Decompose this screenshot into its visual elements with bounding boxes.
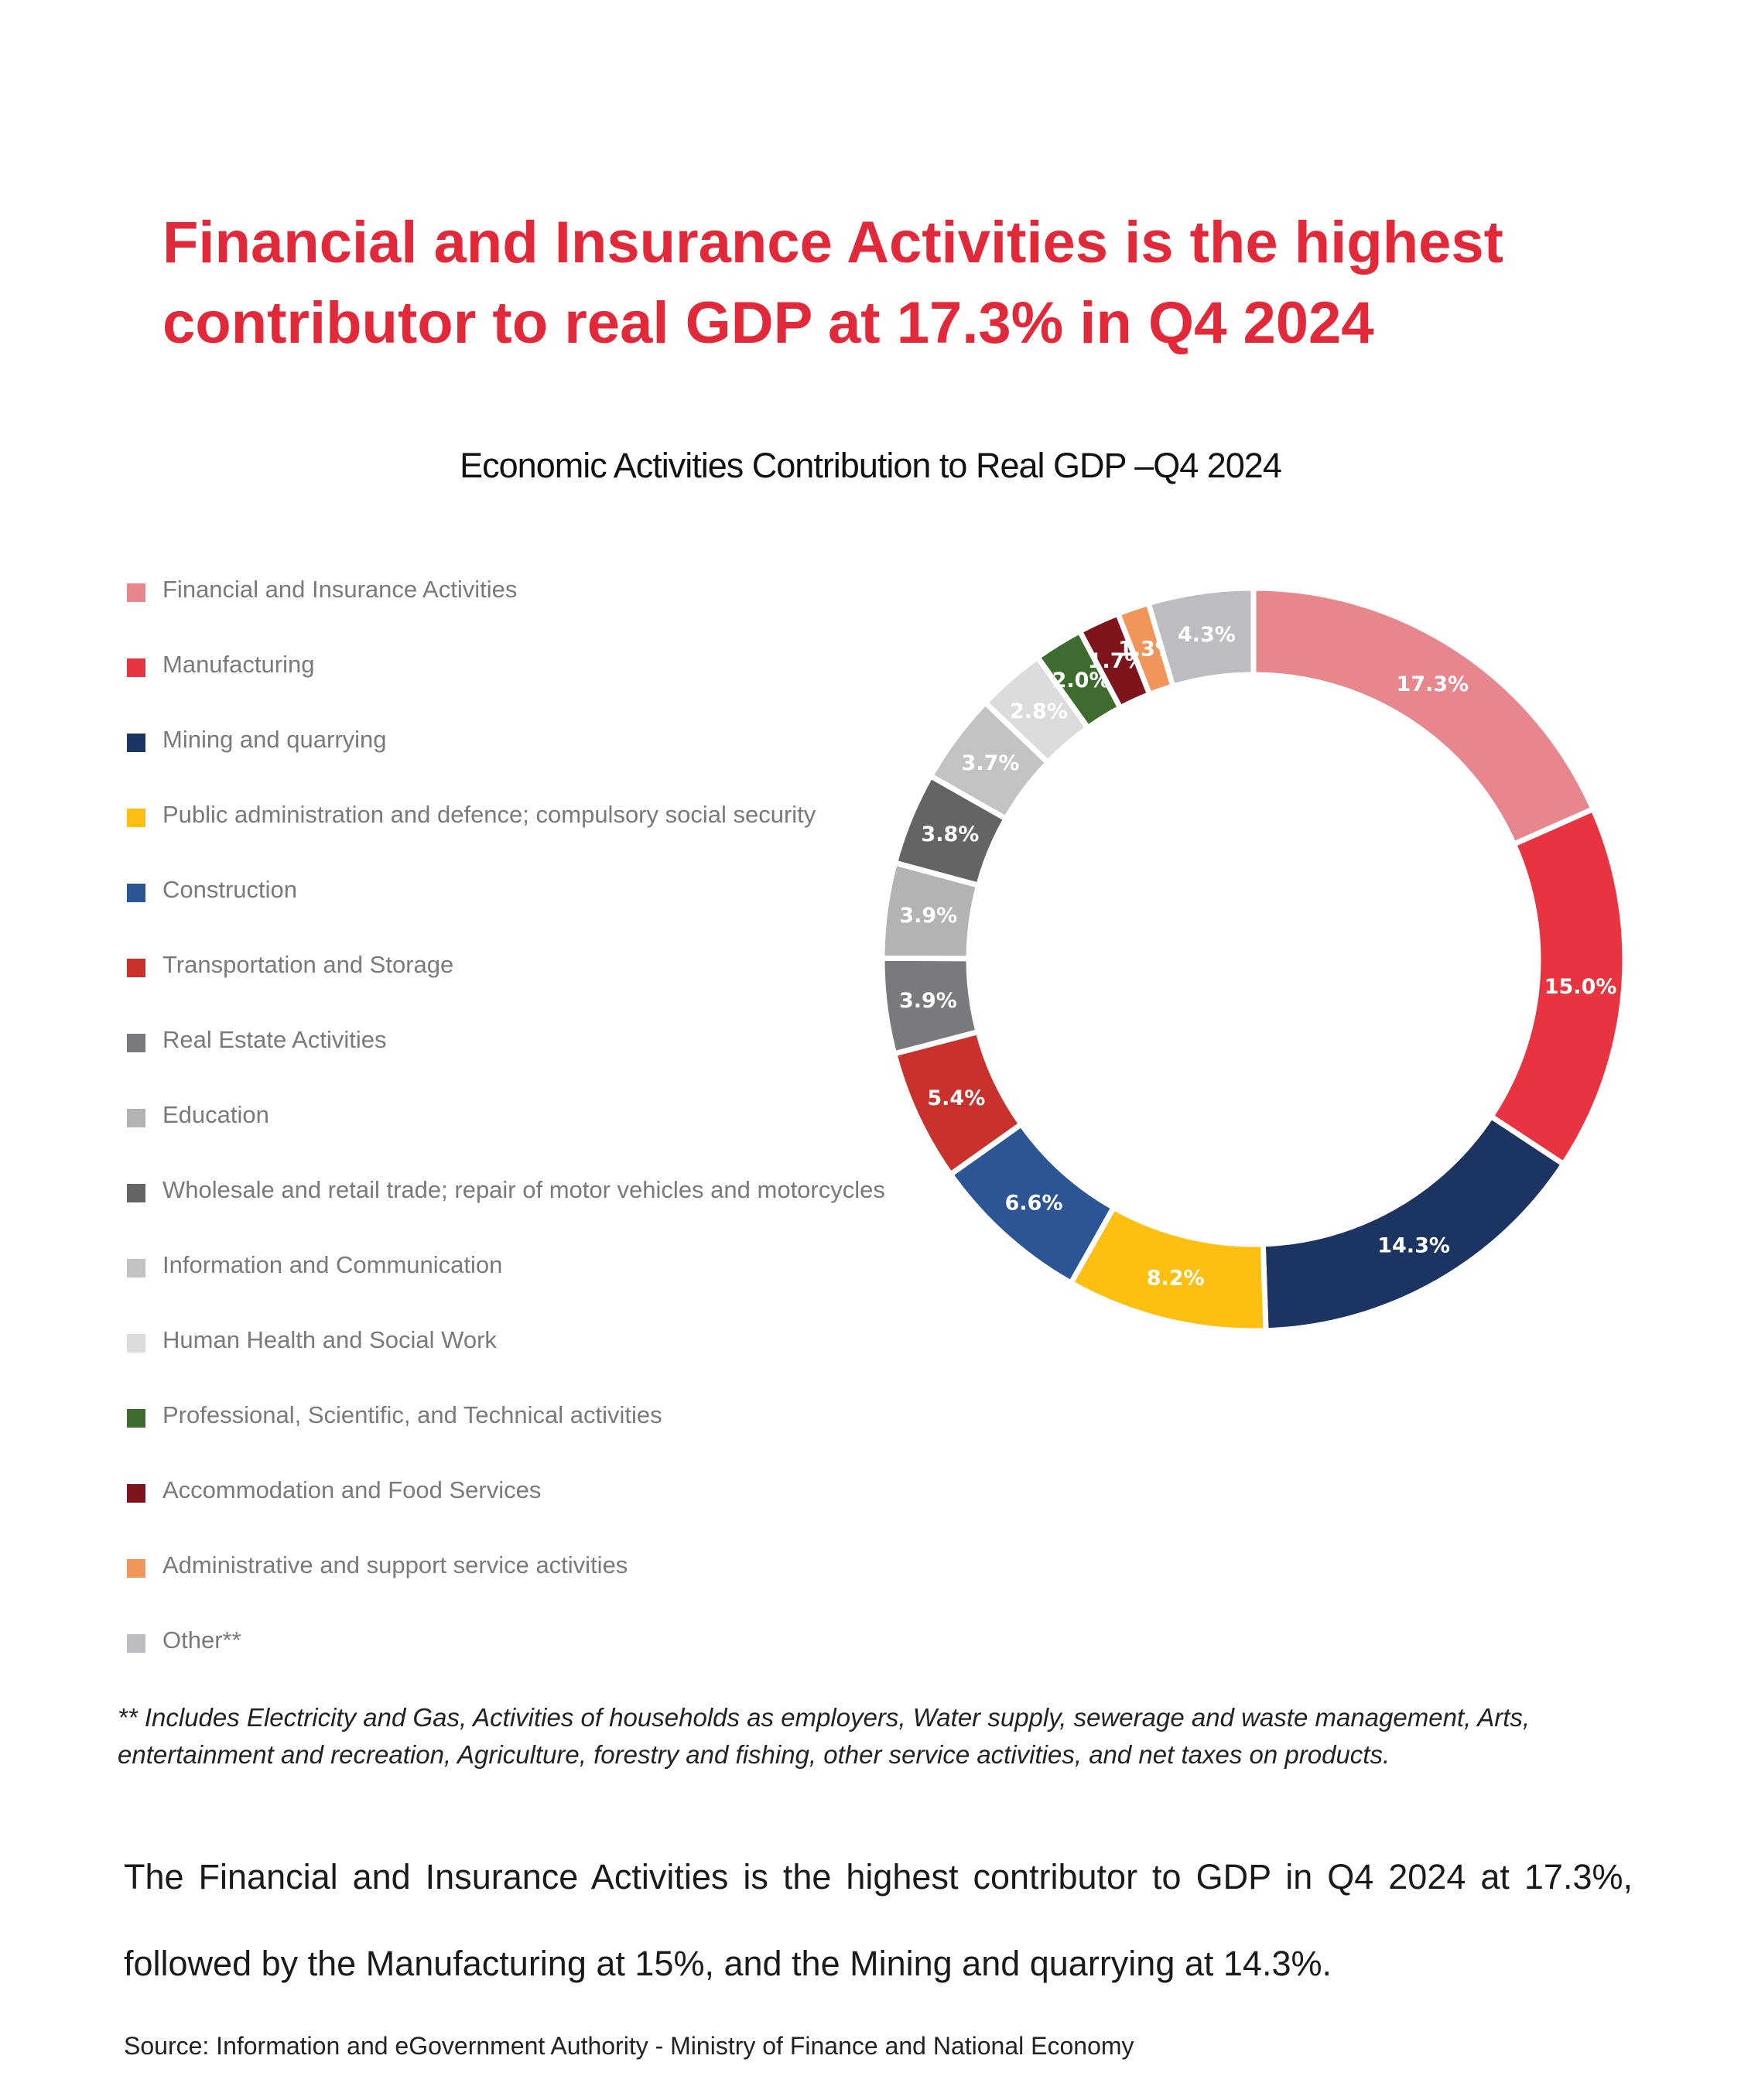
slice-data-label: 8.2% [1147, 1266, 1205, 1290]
legend-swatch [127, 1634, 145, 1653]
legend-label: Education [162, 1101, 269, 1128]
summary-text: The Financial and Insurance Activities i… [124, 1857, 1633, 1983]
slice-data-label: 3.8% [921, 823, 979, 846]
legend-item: Accommodation and Food Services [127, 1475, 885, 1550]
donut-slice [1250, 585, 1597, 848]
donut-slice [1144, 585, 1257, 690]
legend-swatch [127, 1484, 145, 1503]
slice-data-label: 5.4% [927, 1086, 985, 1110]
legend-swatch [127, 1559, 145, 1578]
legend-swatch [127, 1334, 145, 1353]
legend-item: Wholesale and retail trade; repair of mo… [127, 1175, 885, 1250]
legend-item: Financial and Insurance Activities [127, 574, 885, 649]
legend-swatch [127, 583, 145, 602]
legend-item: Mining and quarrying [127, 724, 885, 799]
legend-item: Public administration and defence; compu… [127, 799, 885, 874]
legend-label: Accommodation and Food Services [162, 1476, 542, 1503]
legend-label: Transportation and Storage [162, 951, 454, 978]
legend-swatch [127, 809, 145, 827]
slice-data-label: 17.3% [1396, 672, 1469, 696]
legend-swatch [127, 1259, 145, 1277]
slice-data-label: 3.7% [962, 751, 1020, 775]
donut-slice [1260, 1112, 1568, 1334]
slice-data-label: 6.6% [1005, 1191, 1063, 1215]
legend-item: Human Health and Social Work [127, 1325, 885, 1400]
legend-swatch [127, 1109, 145, 1127]
legend-label: Public administration and defence; compu… [162, 801, 816, 828]
legend-label: Administrative and support service activ… [162, 1551, 628, 1578]
footnote: ** Includes Electricity and Gas, Activit… [118, 1703, 1531, 1769]
legend-label: Other** [162, 1626, 241, 1654]
slice-data-label: 4.3% [1178, 623, 1236, 647]
slice-data-label: 3.9% [899, 989, 957, 1013]
legend-swatch [127, 1409, 145, 1428]
legend-swatch [127, 658, 145, 677]
legend-label: Information and Communication [162, 1251, 503, 1278]
legend-item: Professional, Scientific, and Technical … [127, 1400, 885, 1475]
slice-data-label: 15.0% [1544, 975, 1617, 999]
legend-label: Financial and Insurance Activities [162, 576, 518, 603]
legend-swatch [127, 734, 145, 752]
headline: Financial and Insurance Activities is th… [162, 210, 1503, 356]
legend-swatch [127, 959, 145, 977]
legend-label: Construction [162, 876, 298, 903]
legend-item: Education [127, 1100, 885, 1175]
legend-item: Information and Communication [127, 1250, 885, 1325]
legend-swatch [127, 884, 145, 902]
slice-data-label: 14.3% [1377, 1233, 1450, 1257]
slice-data-label: 2.8% [1010, 699, 1068, 723]
legend-item: Real Estate Activities [127, 1024, 885, 1100]
legend-item: Other** [127, 1625, 885, 1700]
legend-label: Manufacturing [162, 651, 315, 678]
legend-label: Human Health and Social Work [162, 1326, 497, 1353]
legend-item: Manufacturing [127, 649, 885, 724]
legend-swatch [127, 1184, 145, 1202]
source-note: Source: Information and eGovernment Auth… [124, 2032, 1134, 2060]
donut-chart: 17.3% 15.0% 14.3% 8.2% 6.6% 5.4% 3.9% 3.9% 3.8% 3… [879, 585, 1628, 1334]
chart-legend: Financial and Insurance Activities Manufa… [127, 574, 885, 1700]
legend-label: Professional, Scientific, and Technical … [162, 1401, 662, 1428]
chart-title: Economic Activities Contribution to Real… [460, 446, 1282, 485]
legend-label: Wholesale and retail trade; repair of mo… [162, 1176, 885, 1203]
legend-label: Mining and quarrying [162, 726, 387, 753]
legend-swatch [127, 1034, 145, 1052]
legend-item: Construction [127, 874, 885, 949]
legend-item: Administrative and support service activ… [127, 1550, 885, 1625]
slice-data-label: 3.9% [899, 904, 957, 928]
legend-label: Real Estate Activities [162, 1026, 387, 1053]
legend-item: Transportation and Storage [127, 949, 885, 1024]
